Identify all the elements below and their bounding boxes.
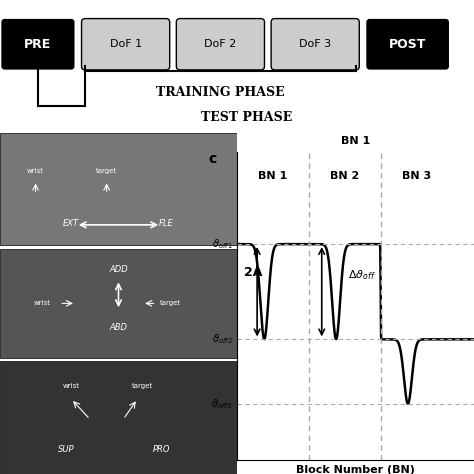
Text: BN 1: BN 1 bbox=[258, 171, 288, 181]
FancyBboxPatch shape bbox=[367, 20, 448, 69]
Text: 2A: 2A bbox=[244, 265, 262, 279]
Text: c: c bbox=[209, 152, 217, 166]
Text: wrist: wrist bbox=[27, 168, 44, 173]
FancyBboxPatch shape bbox=[176, 18, 264, 70]
Text: PRE: PRE bbox=[24, 38, 52, 51]
Text: $\vartheta_{off3}$: $\vartheta_{off3}$ bbox=[211, 397, 232, 410]
Text: FLE: FLE bbox=[158, 219, 173, 228]
Text: target: target bbox=[96, 168, 117, 173]
X-axis label: Block Number (BN): Block Number (BN) bbox=[296, 465, 415, 474]
Text: POST: POST bbox=[389, 38, 426, 51]
Text: $\vartheta_{off2}$: $\vartheta_{off2}$ bbox=[212, 332, 232, 346]
Text: BN 1: BN 1 bbox=[341, 136, 370, 146]
Bar bbox=[0, 249, 237, 358]
Bar bbox=[0, 133, 237, 246]
Text: target: target bbox=[160, 301, 181, 306]
Bar bbox=[0, 361, 237, 474]
Text: $\vartheta_{off1}$: $\vartheta_{off1}$ bbox=[211, 237, 232, 251]
Text: DoF 1: DoF 1 bbox=[109, 39, 142, 49]
Text: wrist: wrist bbox=[63, 383, 80, 389]
FancyBboxPatch shape bbox=[82, 18, 170, 70]
Text: wrist: wrist bbox=[34, 301, 51, 306]
Text: SUP: SUP bbox=[58, 445, 74, 454]
Text: DoF 2: DoF 2 bbox=[204, 39, 237, 49]
Text: BN 3: BN 3 bbox=[402, 171, 431, 181]
Text: EXT: EXT bbox=[63, 219, 79, 228]
Text: TRAINING PHASE: TRAINING PHASE bbox=[156, 86, 285, 100]
Text: target: target bbox=[132, 383, 153, 389]
Text: BN 2: BN 2 bbox=[330, 171, 359, 181]
Text: $\Delta\vartheta_{off}$: $\Delta\vartheta_{off}$ bbox=[348, 268, 376, 282]
Text: TEST PHASE: TEST PHASE bbox=[201, 111, 292, 124]
FancyBboxPatch shape bbox=[2, 20, 73, 69]
Text: ABD: ABD bbox=[109, 323, 128, 332]
Text: DoF 3: DoF 3 bbox=[299, 39, 331, 49]
Text: ADD: ADD bbox=[109, 265, 128, 273]
FancyBboxPatch shape bbox=[271, 18, 359, 70]
Text: PRO: PRO bbox=[153, 445, 170, 454]
